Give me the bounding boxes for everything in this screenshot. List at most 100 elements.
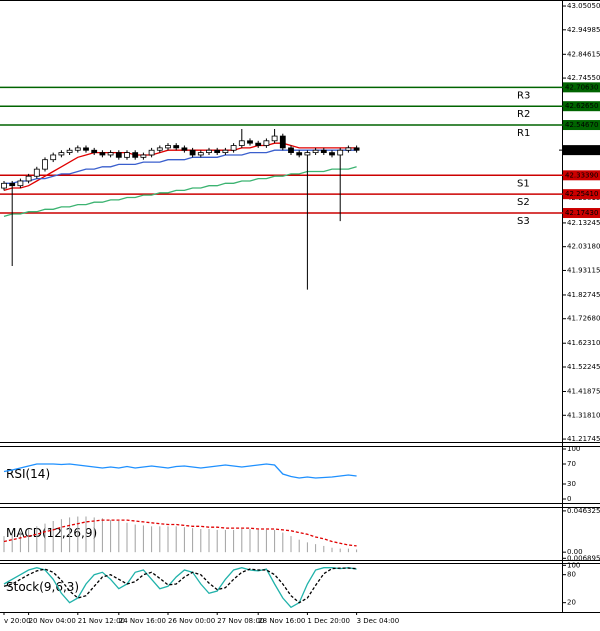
y-tick-label: 70	[567, 460, 576, 468]
candle-body	[279, 135, 286, 149]
candle-body	[271, 135, 278, 142]
candle-body	[304, 152, 311, 156]
y-tick-label: 20	[567, 599, 576, 607]
candle-body	[247, 140, 253, 144]
candle-body	[124, 152, 130, 158]
y-tick-label: 100	[567, 445, 580, 453]
level-price-box	[563, 170, 600, 181]
level-price: 42.62650	[565, 102, 598, 110]
candle-body	[230, 145, 237, 151]
panel-title: RSI(14)	[6, 467, 50, 481]
candle-body	[91, 149, 98, 154]
level-price: 42.17430	[565, 209, 598, 217]
candle-body	[320, 149, 327, 154]
candle-body	[115, 152, 122, 158]
y-tick-label: 42.94985	[567, 26, 600, 34]
candle-body	[197, 152, 204, 156]
y-tick-label: 42.84615	[567, 50, 600, 58]
candle-body	[50, 154, 57, 161]
candle-body	[353, 147, 360, 151]
candle-body	[1, 182, 7, 189]
candle-body	[33, 168, 40, 177]
y-tick-label: 41.31810	[567, 411, 600, 419]
x-tick-label: 20 Nov 04:00	[29, 617, 76, 625]
level-price: 42.25410	[565, 190, 598, 198]
moving-average	[3, 166, 357, 218]
level-label: R1	[517, 128, 530, 139]
indicator-line	[3, 567, 357, 609]
x-tick-label: 27 Nov 08:00	[217, 617, 264, 625]
candle-body	[148, 149, 155, 156]
candle-body	[107, 152, 114, 156]
level-price-box	[563, 189, 600, 200]
candle-body	[312, 149, 319, 154]
candle-body	[296, 152, 303, 156]
y-tick-label: 42.03180	[567, 243, 600, 251]
x-tick-label: v 20:00	[4, 617, 31, 625]
last-price: 42.44054	[565, 146, 599, 154]
indicator-line	[3, 463, 357, 479]
moving-average	[4, 149, 357, 184]
y-tick-label: 41.62310	[567, 339, 600, 347]
y-tick-label: 41.93115	[567, 266, 600, 274]
candle-body	[345, 147, 352, 151]
x-tick-label: 3 Dec 04:00	[357, 617, 400, 625]
candle-body	[140, 154, 147, 158]
panel-title: Stock(9,6,3)	[6, 580, 79, 594]
x-tick-label: 21 Nov 12:00	[78, 617, 125, 625]
level-price: 42.33390	[565, 171, 598, 179]
level-price-box	[563, 120, 600, 131]
last-price-box	[563, 145, 600, 156]
signal-line	[3, 519, 357, 547]
candle-body	[222, 149, 229, 154]
moving-average	[3, 142, 357, 192]
candle-body	[238, 140, 245, 146]
candle-body	[66, 149, 73, 154]
y-tick-label: 41.82745	[567, 291, 600, 299]
y-tick-label: 0.00	[567, 548, 583, 556]
candle-body	[156, 147, 163, 151]
candle-body	[17, 180, 24, 187]
candle-body	[337, 149, 344, 156]
candle-body	[165, 145, 171, 149]
x-tick-label: 1 Dec 20:00	[307, 617, 350, 625]
y-tick-label: 41.41875	[567, 388, 600, 396]
level-label: S1	[517, 178, 530, 189]
x-tick-label: 28 Nov 16:00	[258, 617, 305, 625]
candle-body	[329, 152, 335, 156]
indicator-line	[3, 567, 357, 604]
candle-body	[74, 147, 81, 151]
candle-body	[173, 145, 180, 149]
y-tick-label: 0	[567, 495, 571, 503]
candle-body	[255, 142, 262, 146]
y-tick-label: 100	[567, 561, 580, 569]
candle-body	[263, 140, 270, 146]
level-label: R3	[517, 90, 530, 101]
level-label: S2	[517, 197, 530, 208]
candle-body	[58, 152, 65, 156]
y-tick-label: 41.72680	[567, 315, 600, 323]
level-price: 42.54670	[565, 121, 598, 129]
x-tick-label: 26 Nov 00:00	[168, 617, 215, 625]
level-label: S3	[517, 216, 530, 227]
y-tick-label: 0.046325	[567, 507, 600, 515]
y-tick-label: 80	[567, 571, 576, 579]
candle-body	[132, 152, 139, 158]
y-tick-label: 30	[567, 480, 576, 488]
candle-body	[25, 175, 32, 182]
candle-body	[42, 159, 48, 170]
candle-body	[9, 182, 16, 187]
candle-body	[181, 147, 188, 151]
level-price-box	[563, 101, 600, 112]
y-tick-label: 42.74550	[567, 74, 600, 82]
y-tick-label: 0.006895	[567, 554, 600, 562]
candle-body	[189, 149, 196, 156]
y-tick-label: 41.52245	[567, 363, 600, 371]
candle-body	[99, 152, 106, 156]
x-tick-label: 24 Nov 16:00	[119, 617, 166, 625]
y-tick-label: 42.13245	[567, 219, 600, 227]
y-tick-label: 43.05050	[567, 2, 600, 10]
level-label: R2	[517, 109, 530, 120]
